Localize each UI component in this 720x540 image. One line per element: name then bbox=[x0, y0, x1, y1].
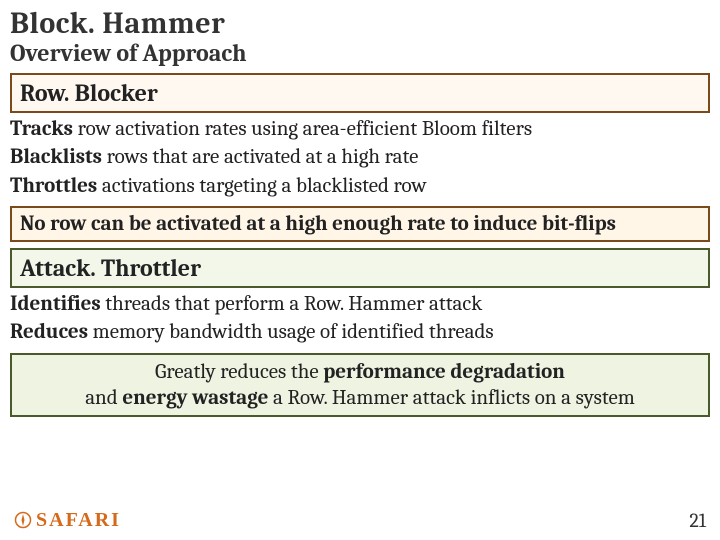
bullet-lead: Reduces bbox=[10, 320, 88, 344]
bullet-lead: Identifies bbox=[10, 292, 101, 316]
section-attackthrottler: Attack. Throttler bbox=[10, 248, 710, 288]
section-rowblocker: Row. Blocker bbox=[10, 73, 710, 113]
callout-bold: energy wastage bbox=[122, 386, 268, 410]
bullet-line: Blacklists rows that are activated at a … bbox=[10, 143, 710, 171]
bullet-lead: Tracks bbox=[10, 117, 73, 141]
slide: Block. Hammer Overview of Approach Row. … bbox=[0, 0, 720, 540]
bullet-line: Identifies threads that perform a Row. H… bbox=[10, 290, 710, 318]
bullet-line: Throttles activations targeting a blackl… bbox=[10, 172, 710, 200]
slide-subtitle: Overview of Approach bbox=[10, 39, 710, 67]
bullet-rest: rows that are activated at a high rate bbox=[102, 145, 418, 169]
bullet-line: Reduces memory bandwidth usage of identi… bbox=[10, 318, 710, 346]
section-heading: Attack. Throttler bbox=[20, 254, 700, 282]
bullet-rest: memory bandwidth usage of identified thr… bbox=[88, 320, 494, 344]
callout-text: a Row. Hammer attack inflicts on a syste… bbox=[268, 386, 634, 410]
callout-text: and bbox=[85, 386, 122, 410]
logo: SAFARI bbox=[14, 509, 121, 532]
callout-rowblocker: No row can be activated at a high enough… bbox=[10, 206, 710, 242]
bullet-rest: threads that perform a Row. Hammer attac… bbox=[101, 292, 483, 316]
page-number: 21 bbox=[689, 509, 706, 532]
compass-icon bbox=[14, 511, 32, 529]
logo-text: SAFARI bbox=[36, 509, 121, 532]
bullet-line: Tracks row activation rates using area-e… bbox=[10, 115, 710, 143]
bullet-lead: Throttles bbox=[10, 174, 97, 198]
callout-attackthrottler: Greatly reduces the performance degradat… bbox=[10, 353, 710, 418]
slide-title: Block. Hammer bbox=[10, 6, 710, 41]
bullet-lead: Blacklists bbox=[10, 145, 102, 169]
callout-bold: performance degradation bbox=[323, 360, 565, 384]
bullet-rest: activations targeting a blacklisted row bbox=[97, 174, 426, 198]
bullet-rest: row activation rates using area-efficien… bbox=[73, 117, 532, 141]
footer: SAFARI 21 bbox=[0, 506, 720, 534]
callout-text: Greatly reduces the bbox=[155, 360, 323, 384]
section-heading: Row. Blocker bbox=[20, 79, 700, 107]
